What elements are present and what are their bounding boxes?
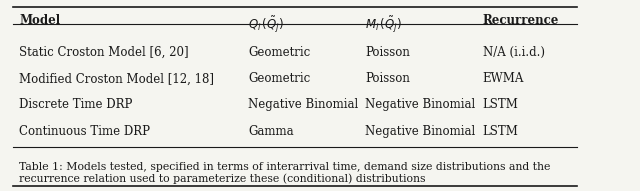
Text: Table 1: Models tested, specified in terms of interarrival time, demand size dis: Table 1: Models tested, specified in ter… <box>19 162 550 184</box>
Text: Negative Binomial: Negative Binomial <box>365 98 476 111</box>
Text: LSTM: LSTM <box>483 125 518 138</box>
Text: Model: Model <box>19 15 60 28</box>
Text: Geometric: Geometric <box>248 72 310 85</box>
Text: Recurrence: Recurrence <box>483 15 559 28</box>
Text: Negative Binomial: Negative Binomial <box>365 125 476 138</box>
Text: Discrete Time DRP: Discrete Time DRP <box>19 98 132 111</box>
Text: $Q_i\,(\tilde{Q}_j)$: $Q_i\,(\tilde{Q}_j)$ <box>248 15 284 35</box>
Text: Gamma: Gamma <box>248 125 294 138</box>
Text: LSTM: LSTM <box>483 98 518 111</box>
Text: Poisson: Poisson <box>365 46 410 59</box>
Text: Geometric: Geometric <box>248 46 310 59</box>
Text: Static Croston Model [6, 20]: Static Croston Model [6, 20] <box>19 46 189 59</box>
Text: Continuous Time DRP: Continuous Time DRP <box>19 125 150 138</box>
Text: N/A (i.i.d.): N/A (i.i.d.) <box>483 46 545 59</box>
Text: Negative Binomial: Negative Binomial <box>248 98 358 111</box>
Text: EWMA: EWMA <box>483 72 524 85</box>
Text: $M_i\,(\tilde{Q}_j)$: $M_i\,(\tilde{Q}_j)$ <box>365 15 402 35</box>
Text: Poisson: Poisson <box>365 72 410 85</box>
Text: Modified Croston Model [12, 18]: Modified Croston Model [12, 18] <box>19 72 214 85</box>
